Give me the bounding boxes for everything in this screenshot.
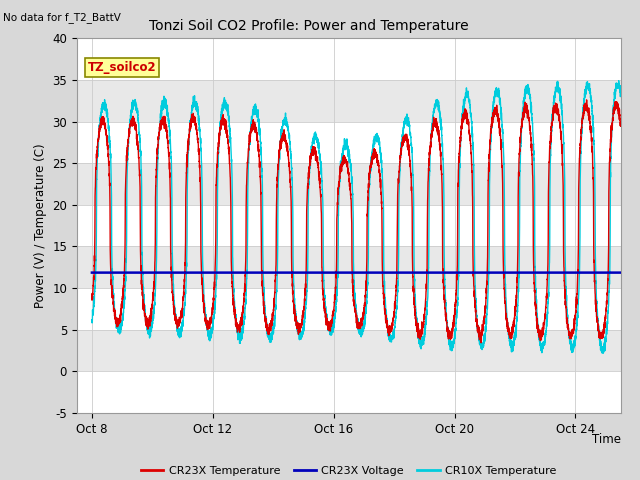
Text: Time: Time	[592, 433, 621, 446]
Y-axis label: Power (V) / Temperature (C): Power (V) / Temperature (C)	[34, 144, 47, 308]
Text: TZ_soilco2: TZ_soilco2	[88, 61, 156, 74]
Legend: CR23X Temperature, CR23X Voltage, CR10X Temperature: CR23X Temperature, CR23X Voltage, CR10X …	[136, 461, 561, 480]
Bar	[77, 80, 621, 121]
Text: No data for f_T2_BattV: No data for f_T2_BattV	[3, 12, 121, 23]
Bar	[77, 330, 621, 371]
Text: Tonzi Soil CO2 Profile: Power and Temperature: Tonzi Soil CO2 Profile: Power and Temper…	[149, 19, 468, 33]
Bar	[77, 246, 621, 288]
Bar	[77, 163, 621, 205]
